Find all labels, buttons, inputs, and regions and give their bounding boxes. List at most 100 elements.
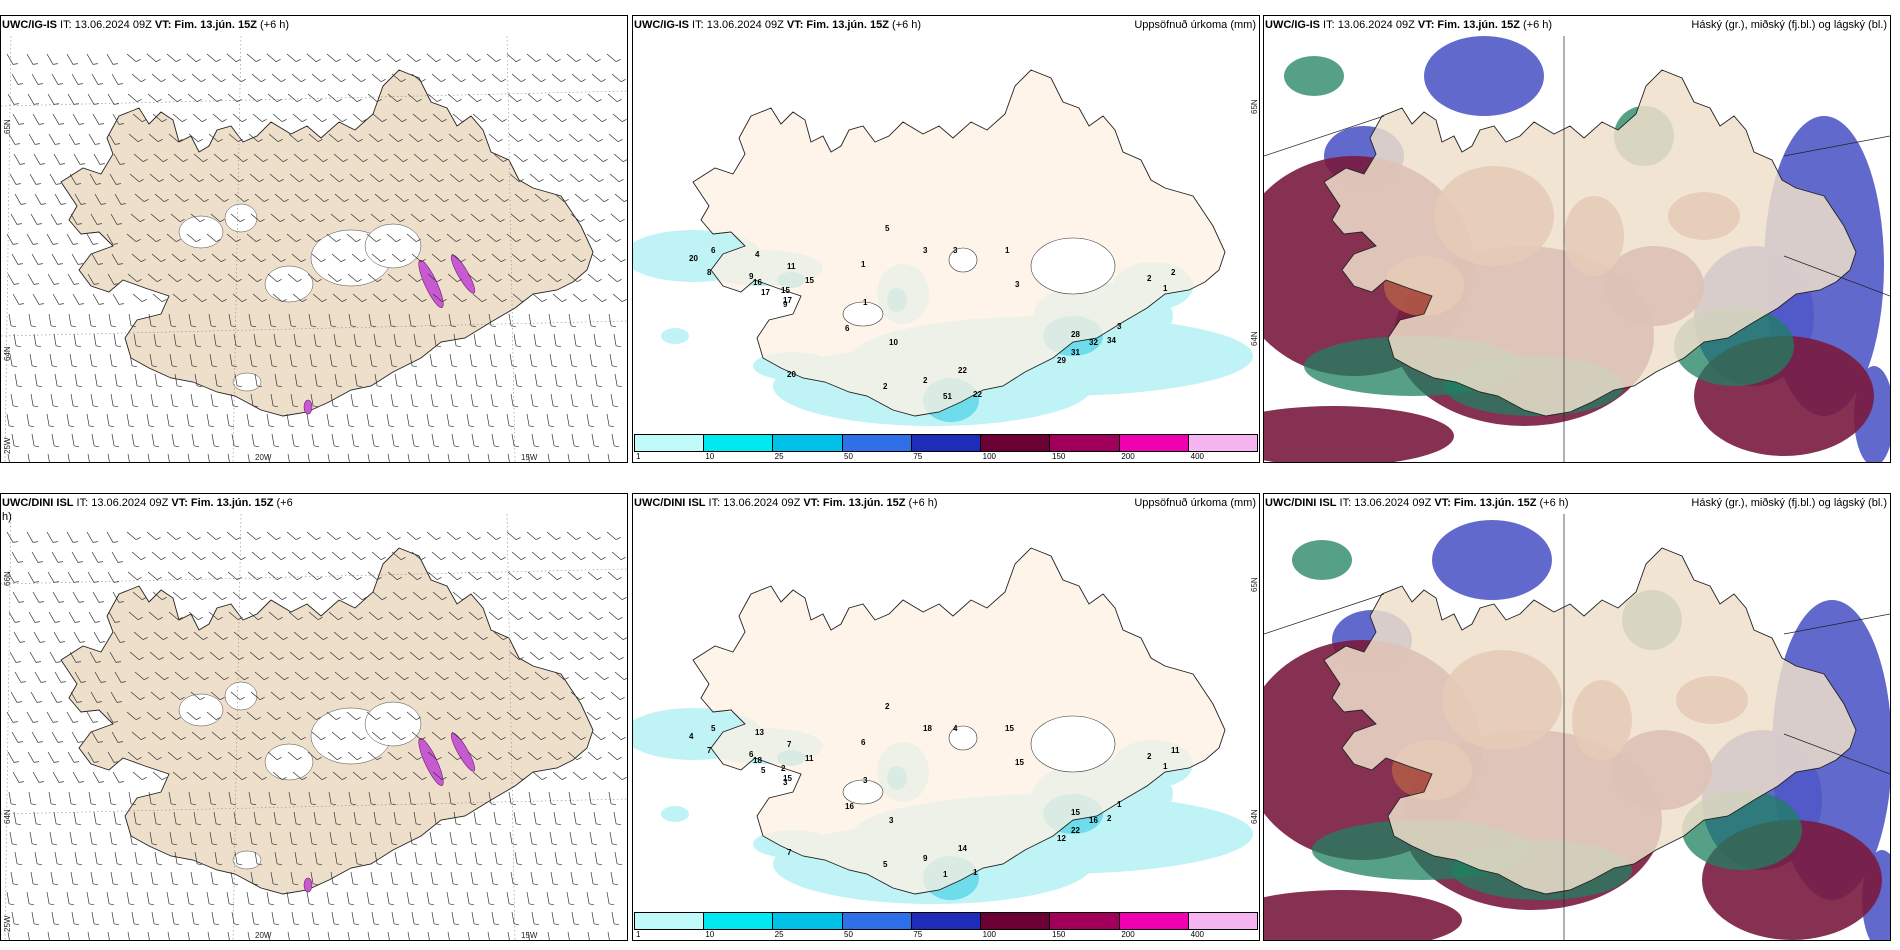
wind-barb-staff: [69, 651, 77, 663]
wind-barb-staff: [73, 333, 77, 346]
wind-barb-flag: [478, 139, 483, 143]
wind-barb-flag: [417, 99, 422, 103]
wind-barb-flag: [73, 761, 79, 763]
wind-barb-flag: [558, 617, 563, 621]
wind-barb-staff: [488, 791, 492, 804]
wind-barb-flag: [239, 657, 244, 661]
wind-barb-staff: [610, 213, 621, 222]
wind-barb-staff: [32, 113, 40, 125]
wind-barb-staff: [613, 153, 624, 162]
wind-barb-flag: [221, 259, 226, 263]
wind-barb-staff: [369, 651, 380, 660]
wind-barb-staff: [434, 851, 438, 864]
wind-barb-staff: [229, 831, 233, 844]
wind-barb-staff: [430, 691, 441, 700]
wind-barb-staff: [347, 571, 358, 580]
wind-barb-flag: [177, 863, 183, 866]
wind-barb-flag: [316, 59, 321, 63]
wind-barb-staff: [507, 751, 518, 760]
wind-barb-staff: [211, 433, 215, 446]
wind-barb-staff: [249, 173, 260, 182]
wind-barb-flag: [577, 863, 583, 866]
wind-barb-staff: [449, 651, 460, 660]
wind-barb-flag: [57, 385, 63, 388]
wind-barb-flag: [52, 63, 58, 65]
wind-barb-staff: [90, 393, 94, 406]
wind-barb-staff: [14, 671, 22, 683]
wind-barb-flag: [34, 621, 40, 623]
wind-barb-staff: [426, 711, 437, 720]
wind-barb-flag: [93, 581, 99, 583]
wind-barb-staff: [187, 571, 198, 580]
wind-barb-flag: [162, 119, 167, 123]
wind-barb-flag: [254, 923, 260, 926]
wind-barb-flag: [389, 425, 395, 428]
wind-barb-staff: [594, 193, 605, 202]
wind-barb-flag: [504, 199, 509, 203]
wind-barb-flag: [52, 365, 58, 368]
wind-barb-flag: [461, 737, 466, 741]
wind-barb-flag: [322, 119, 327, 123]
wind-barb-flag: [93, 103, 99, 105]
wind-barb-staff: [12, 293, 20, 305]
wind-barb-flag: [531, 325, 537, 328]
wind-barb-staff: [549, 651, 560, 660]
wind-barb-flag: [491, 803, 497, 806]
wind-barb-staff: [213, 631, 224, 640]
wind-barb-flag: [477, 385, 483, 388]
wind-barb-staff: [211, 253, 222, 262]
wind-barb-staff: [268, 313, 272, 326]
wind-barb-flag: [282, 597, 287, 601]
wind-barb-flag: [621, 259, 626, 263]
wind-barb-flag: [237, 863, 243, 866]
wind-barb-flag: [12, 365, 18, 368]
wind-barb-flag: [537, 757, 542, 761]
wind-barb-flag: [33, 761, 39, 763]
wind-barb-staff: [491, 433, 495, 446]
wind-barb-staff: [131, 253, 142, 262]
wind-barb-staff: [432, 591, 443, 600]
wind-barb-staff: [91, 253, 99, 265]
wind-barb-flag: [623, 159, 627, 163]
wind-barb-flag: [269, 425, 275, 428]
wind-barb-staff: [190, 213, 201, 222]
wind-barb-staff: [26, 413, 30, 426]
wind-barb-staff: [592, 113, 603, 122]
wind-barb-staff: [331, 551, 342, 560]
wind-barb-staff: [432, 113, 443, 122]
wind-barb-flag: [502, 597, 507, 601]
wind-barb-flag: [157, 279, 162, 283]
wind-barb-staff: [566, 53, 577, 62]
wind-barb-flag: [321, 557, 326, 561]
wind-barb-flag: [317, 99, 322, 103]
wind-barb-flag: [137, 385, 143, 388]
wind-barb-flag: [333, 883, 339, 886]
wind-barb-staff: [267, 571, 278, 580]
wind-barb-staff: [593, 811, 597, 824]
wind-barb-staff: [111, 253, 119, 265]
wind-barb-staff: [111, 73, 119, 85]
wind-barb-flag: [74, 143, 80, 145]
colorbar-segment: [1188, 913, 1257, 929]
wind-barb-flag: [202, 597, 207, 601]
wind-barb-staff: [231, 911, 235, 924]
wind-barb-staff: [386, 233, 397, 242]
wind-barb-flag: [217, 863, 223, 866]
wind-barb-staff: [33, 631, 41, 643]
wind-barb-flag: [520, 219, 525, 223]
wind-barb-staff: [187, 751, 198, 760]
wind-barb-staff: [466, 233, 477, 242]
wind-barb-flag: [159, 179, 164, 183]
lat-label: 64N: [3, 346, 12, 361]
wind-barb-flag: [37, 863, 43, 866]
wind-barb-flag: [169, 903, 175, 906]
wind-barb-flag: [392, 843, 398, 846]
wind-barb-staff: [131, 73, 142, 82]
wind-barb-flag: [580, 219, 585, 223]
wind-barb-staff: [152, 113, 163, 122]
wind-barb-flag: [459, 179, 464, 183]
panel-header: UWC/IG-IS IT: 13.06.2024 09Z VT: Fim. 13…: [633, 16, 1259, 40]
wind-barb-staff: [491, 731, 502, 740]
wind-barb-flag: [433, 883, 439, 886]
wind-barb-staff: [134, 193, 145, 202]
